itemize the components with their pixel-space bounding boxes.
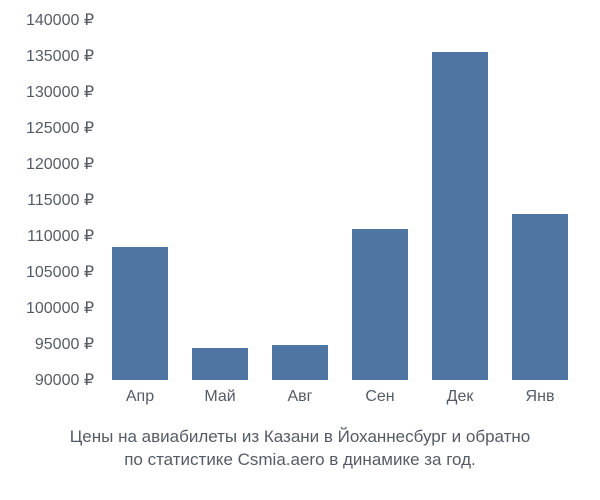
bar: [352, 229, 408, 380]
y-tick-label: 110000 ₽: [4, 226, 94, 246]
bar: [112, 247, 168, 380]
y-tick-label: 90000 ₽: [4, 370, 94, 390]
y-tick-label: 105000 ₽: [4, 262, 94, 282]
bar: [512, 214, 568, 380]
y-tick-label: 125000 ₽: [4, 118, 94, 138]
x-tick-label: Апр: [126, 388, 154, 406]
x-tick-label: Сен: [365, 388, 394, 406]
y-tick-label: 115000 ₽: [4, 190, 94, 210]
caption-line-2: по статистике Csmia.aero в динамике за г…: [124, 450, 476, 469]
y-tick-label: 130000 ₽: [4, 82, 94, 102]
bar: [272, 345, 328, 380]
chart-caption: Цены на авиабилеты из Казани в Йоханнесб…: [0, 426, 600, 472]
caption-line-1: Цены на авиабилеты из Казани в Йоханнесб…: [70, 427, 531, 446]
bar: [432, 52, 488, 380]
y-tick-label: 140000 ₽: [4, 10, 94, 30]
y-tick-label: 135000 ₽: [4, 46, 94, 66]
bar: [192, 348, 248, 380]
y-tick-label: 120000 ₽: [4, 154, 94, 174]
x-tick-label: Авг: [287, 388, 312, 406]
y-tick-label: 100000 ₽: [4, 298, 94, 318]
x-tick-label: Май: [204, 388, 235, 406]
x-tick-label: Янв: [526, 388, 555, 406]
price-bar-chart: 90000 ₽ 95000 ₽ 100000 ₽ 105000 ₽ 110000 ₽ 11…: [0, 0, 600, 500]
x-tick-label: Дек: [447, 388, 474, 406]
y-tick-label: 95000 ₽: [4, 334, 94, 354]
plot-area: [100, 20, 580, 380]
